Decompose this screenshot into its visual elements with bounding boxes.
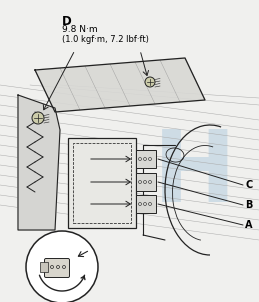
Bar — [136, 150, 156, 168]
Bar — [40, 262, 48, 272]
Text: B: B — [245, 200, 252, 210]
FancyBboxPatch shape — [45, 259, 69, 278]
Polygon shape — [18, 95, 60, 230]
Text: H: H — [153, 127, 237, 223]
Text: C: C — [245, 180, 252, 190]
Text: D: D — [62, 15, 72, 28]
Circle shape — [32, 112, 44, 124]
Bar — [68, 138, 136, 228]
Bar — [136, 173, 156, 191]
Polygon shape — [35, 58, 205, 112]
Text: 9.8 N·m: 9.8 N·m — [62, 25, 98, 34]
Bar — [73, 143, 131, 223]
Circle shape — [26, 231, 98, 302]
Text: A: A — [245, 220, 253, 230]
Bar — [136, 195, 156, 213]
Circle shape — [145, 77, 155, 87]
Text: (1.0 kgf·m, 7.2 lbf·ft): (1.0 kgf·m, 7.2 lbf·ft) — [62, 35, 149, 44]
